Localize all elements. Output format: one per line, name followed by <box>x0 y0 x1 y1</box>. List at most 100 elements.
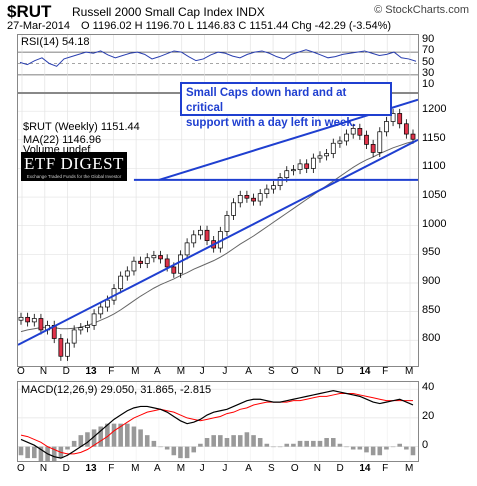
annotation-line-2: support with a day left in week. <box>186 117 356 129</box>
candle <box>91 309 97 330</box>
price-tick-label: 1000 <box>422 217 447 230</box>
candle-up <box>118 275 124 290</box>
macd-histogram-bar <box>311 440 316 447</box>
macd-histogram-bar <box>78 435 84 447</box>
rsi-tick-label: 70 <box>422 44 435 57</box>
x-tick-label: M <box>131 463 140 474</box>
candle <box>31 313 37 327</box>
candle-down <box>244 195 250 199</box>
rsi-tick-label: 90 <box>422 32 435 45</box>
candle-up <box>317 155 323 159</box>
x-tick-label: N <box>39 463 48 474</box>
candle-down <box>164 258 170 268</box>
candle <box>364 130 369 149</box>
candle-down <box>25 316 31 323</box>
candle <box>118 271 124 294</box>
candle-up <box>71 329 77 344</box>
macd-histogram-bar <box>350 446 356 450</box>
macd-histogram-bar <box>151 440 157 447</box>
macd-y-axis: 40 20 0 <box>421 381 471 460</box>
rsi-tick-label: 50 <box>422 55 435 68</box>
candle <box>390 108 396 127</box>
macd-tick-label: 20 <box>422 409 435 422</box>
macd-histogram-bar <box>257 438 263 447</box>
candle <box>45 320 50 335</box>
ma-legend: MA(22) 1146.96 <box>23 134 102 146</box>
x-tick-label: O <box>17 463 25 474</box>
candle-up <box>191 234 197 244</box>
candle-up <box>324 153 330 157</box>
macd-histogram-bar <box>404 446 409 450</box>
candle <box>25 312 31 327</box>
candle-up <box>277 177 283 186</box>
candle-up <box>124 270 130 277</box>
ohlc-values: O 1196.02 H 1196.70 L 1146.83 C 1151.44 … <box>81 20 392 32</box>
candle <box>138 256 143 269</box>
candle <box>291 165 296 176</box>
x-tick-label: J <box>222 366 228 377</box>
candle-up <box>310 157 316 169</box>
channel-trendline <box>17 138 419 346</box>
macd-histogram-bar <box>297 440 303 447</box>
price-plot <box>17 94 419 366</box>
candle-up <box>291 169 296 172</box>
price-tick-label: 1050 <box>422 189 447 202</box>
candle <box>403 119 409 139</box>
candle <box>330 138 336 159</box>
macd-panel: MACD(12,26,9) 29.050, 31.865, -2.815 <box>17 381 419 462</box>
candle <box>350 123 356 139</box>
macd-histogram-bar <box>337 443 343 447</box>
candle <box>297 159 303 175</box>
price-y-axis: 800 850 900 950 1000 1050 1100 1150 1200 <box>421 93 471 365</box>
macd-plot <box>18 382 418 461</box>
macd-histogram-bar <box>410 446 416 456</box>
candle-up <box>271 185 276 190</box>
candle-down <box>204 229 210 241</box>
macd-histogram-bar <box>184 446 190 459</box>
x-tick-label: M <box>176 463 186 474</box>
candle <box>271 181 276 194</box>
candle-up <box>144 257 150 264</box>
annotation-box: Small Caps down hard and at critical sup… <box>180 82 392 129</box>
etf-digest-logo: ETF DIGEST Exchange Traded Funds for the… <box>21 152 127 181</box>
macd-tick-label: 0 <box>422 438 429 451</box>
etf-digest-subtitle: Exchange Traded Funds for the Global Inv… <box>26 174 122 179</box>
candle <box>184 238 190 260</box>
macd-line <box>20 390 414 459</box>
x-tick-label: M <box>176 366 186 377</box>
candle-up <box>257 193 263 202</box>
price-tick-label: 800 <box>422 332 441 345</box>
x-axis-bottom: O N D 13 F M A M J J A S O N D 14 F M <box>17 463 417 477</box>
x-tick-label: 13 <box>85 463 97 474</box>
x-tick-label: D <box>336 463 344 474</box>
x-tick-label: A <box>153 463 161 474</box>
x-tick-label: O <box>290 366 299 377</box>
candle <box>131 256 137 276</box>
candle <box>144 253 150 269</box>
candle <box>384 116 389 137</box>
x-axis-top: O N D 13 F M A M J J A S O N D 14 F M <box>17 366 417 380</box>
candle <box>51 320 57 344</box>
x-tick-label: J <box>199 463 205 474</box>
candle <box>317 151 323 163</box>
candle-up <box>337 140 343 144</box>
price-panel: $RUT (Weekly) 1151.44 MA(22) 1146.96 Vol… <box>17 93 419 367</box>
macd-histogram-bar <box>25 446 30 459</box>
x-tick-label: J <box>222 463 228 474</box>
x-tick-label: O <box>17 366 25 377</box>
candle <box>264 184 270 199</box>
candle-up <box>284 170 290 178</box>
candle <box>204 225 210 246</box>
price-tick-label: 900 <box>422 274 441 287</box>
candle-down <box>251 197 256 202</box>
candle-up <box>31 318 37 323</box>
price-tick-label: 1150 <box>422 131 446 144</box>
macd-histogram-bar <box>377 446 383 456</box>
macd-histogram-bar <box>397 443 402 447</box>
candle <box>310 153 316 174</box>
candle <box>18 312 24 325</box>
candle <box>198 225 203 240</box>
candle <box>124 266 130 281</box>
macd-histogram-bar <box>344 446 349 448</box>
macd-histogram-bar <box>204 438 210 447</box>
